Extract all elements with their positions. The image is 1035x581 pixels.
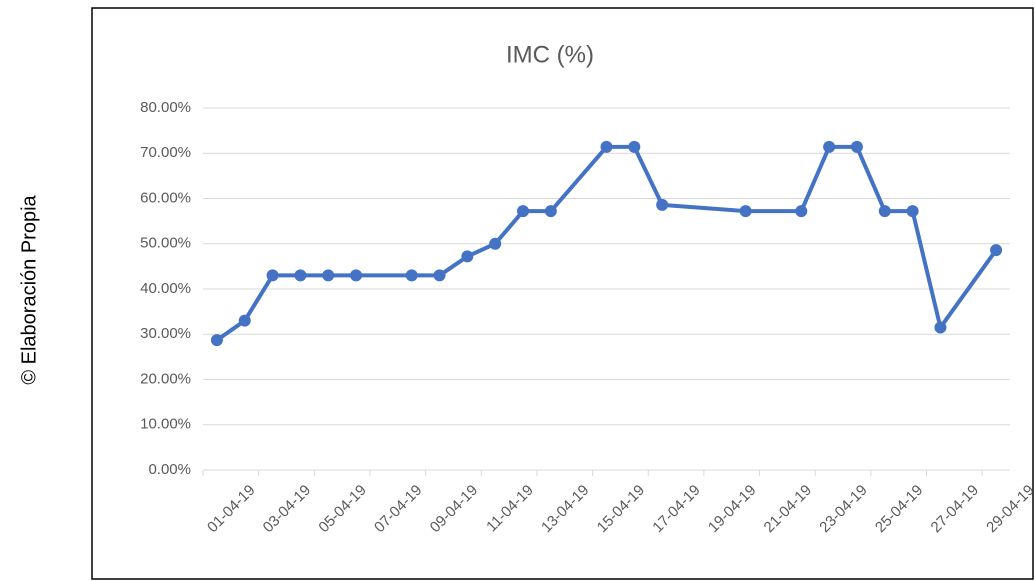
chart-frame: [91, 7, 1034, 580]
chart-title: IMC (%): [506, 41, 594, 68]
point: [656, 198, 669, 211]
point: [906, 205, 919, 218]
point: [795, 205, 808, 218]
point: [350, 269, 363, 282]
point: [210, 334, 223, 347]
point: [990, 244, 1003, 257]
point: [517, 205, 530, 218]
y-tick-label: 10.00%: [140, 416, 191, 433]
point: [461, 250, 474, 263]
y-tick-label: 50.00%: [140, 235, 191, 252]
point: [294, 269, 307, 282]
point: [823, 140, 836, 153]
y-tick-label: 30.00%: [140, 325, 191, 342]
y-tick-label: 20.00%: [140, 370, 191, 387]
side-note: © Elaboración Propia: [18, 194, 40, 384]
point: [489, 237, 502, 250]
y-tick-label: 60.00%: [140, 189, 191, 206]
point: [322, 269, 335, 282]
point: [600, 140, 613, 153]
point: [934, 321, 947, 334]
point: [544, 205, 557, 218]
point: [266, 269, 279, 282]
y-tick-label: 40.00%: [140, 280, 191, 297]
point: [878, 205, 891, 218]
point: [739, 205, 752, 218]
point: [850, 140, 863, 153]
y-tick-label: 0.00%: [148, 461, 191, 478]
point: [238, 314, 251, 327]
point: [628, 140, 641, 153]
point: [433, 269, 446, 282]
y-tick-label: 70.00%: [140, 144, 191, 161]
point: [405, 269, 418, 282]
y-tick-label: 80.00%: [140, 99, 191, 116]
